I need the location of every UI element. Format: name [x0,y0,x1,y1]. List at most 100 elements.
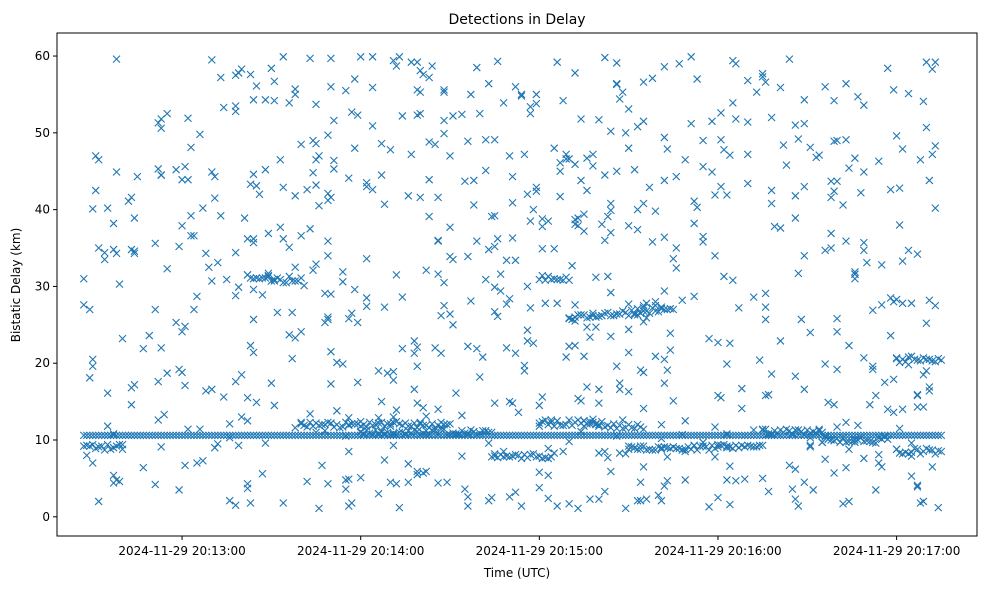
data-point [237,413,246,421]
data-point [597,220,606,229]
data-point [416,88,425,97]
data-point [440,129,448,138]
data-point [463,429,472,438]
data-point [413,467,422,476]
data-point [535,401,544,410]
data-point [904,89,913,98]
data-point [392,406,401,414]
data-point [633,205,642,214]
data-point [338,360,347,368]
data-point [535,483,544,492]
data-point [315,151,323,160]
x-tick-label: 2024-11-29 20:14:00 [297,544,424,558]
data-point [586,417,594,426]
data-point [449,255,457,264]
data-point [544,444,553,453]
data-point [118,334,127,343]
data-point [842,418,850,427]
data-point [577,427,585,436]
data-point [252,398,261,407]
data-point [550,431,559,440]
data-point [449,112,457,120]
data-point [413,399,422,408]
data-point [344,431,353,440]
data-point [779,431,788,440]
data-point [711,251,719,260]
data-point [577,310,585,319]
data-point [886,431,895,440]
data-point [592,323,600,332]
data-point [562,431,571,440]
data-point [511,256,520,265]
data-point [285,330,294,339]
data-point [472,237,481,245]
data-point [312,260,320,269]
data-point [362,302,371,311]
data-point [913,250,922,259]
data-point [407,150,416,159]
data-point [624,387,633,396]
data-point [922,367,931,375]
data-point [776,224,785,232]
data-point [225,433,234,442]
data-point [776,337,785,345]
data-point [246,341,255,350]
data-point [422,467,431,476]
data-point [725,500,734,509]
data-point [347,419,356,428]
plot-frame [56,32,978,537]
data-point [502,256,511,265]
data-point [511,349,520,358]
data-point [645,309,654,318]
data-point [190,231,198,240]
data-point [800,251,809,260]
data-point [344,174,353,183]
data-point [496,431,505,440]
data-point [94,443,103,451]
y-tick-label: 10 [35,433,50,447]
data-point [109,471,118,480]
data-point [428,62,437,70]
data-point [541,299,550,308]
data-point [261,431,270,440]
data-point [535,422,544,431]
data-point [178,221,186,230]
data-point [532,431,541,440]
data-point [737,404,746,413]
data-point [699,438,707,447]
data-point [318,431,326,440]
data-point [868,438,877,447]
data-point [794,502,803,510]
data-point [347,499,356,507]
x-axis-label: Time (UTC) [483,566,550,580]
data-point [94,244,103,252]
data-point [547,431,556,440]
data-point [496,287,505,295]
data-point [594,312,603,321]
data-point [663,305,672,314]
data-point [612,79,621,88]
data-point [490,242,499,251]
data-point [851,267,859,276]
data-point [327,431,335,440]
data-point [157,443,166,451]
data-point [443,420,451,429]
data-point [312,155,320,164]
data-point [886,185,895,194]
data-point [154,118,163,127]
data-point [338,423,347,431]
data-point [660,233,669,242]
y-tick-label: 60 [35,49,50,63]
data-point [118,431,127,440]
data-point [404,478,413,487]
data-point [791,121,800,130]
data-point [612,310,621,318]
data-point [493,57,502,66]
data-point [779,141,788,150]
data-point [452,429,460,438]
data-point [112,168,121,176]
data-point [731,115,740,123]
data-point [109,429,118,438]
data-point [338,431,347,440]
data-point [207,55,216,64]
